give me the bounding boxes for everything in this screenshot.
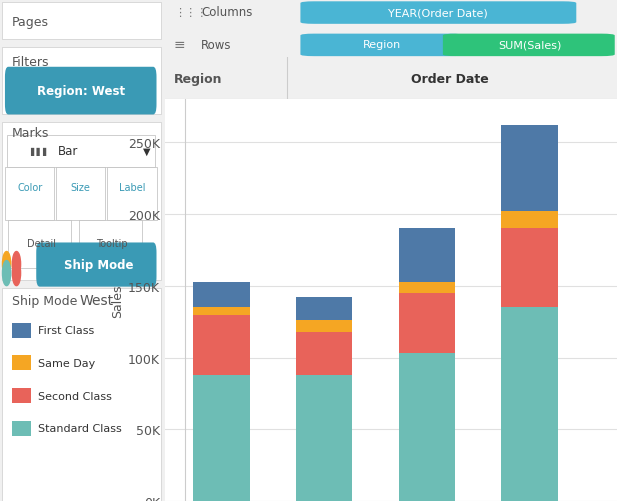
Bar — [502, 308, 558, 501]
FancyBboxPatch shape — [56, 168, 106, 220]
Bar — [399, 229, 455, 282]
Text: Columns: Columns — [201, 6, 252, 19]
Text: Order Date: Order Date — [411, 73, 489, 85]
Y-axis label: Sales: Sales — [110, 284, 124, 317]
Text: ≡: ≡ — [174, 38, 186, 52]
Bar — [399, 294, 455, 354]
FancyBboxPatch shape — [7, 135, 155, 168]
Bar — [502, 126, 558, 212]
Text: Standard Class: Standard Class — [38, 423, 122, 433]
Text: SUM(Sales): SUM(Sales) — [499, 40, 562, 50]
Bar — [193, 308, 249, 315]
Bar — [296, 332, 352, 375]
Bar — [296, 298, 352, 321]
Text: Rows: Rows — [201, 39, 231, 52]
Text: First Class: First Class — [38, 326, 94, 336]
Bar — [296, 321, 352, 332]
Text: Color: Color — [17, 183, 43, 193]
Circle shape — [2, 261, 10, 286]
Text: Ship Mode: Ship Mode — [12, 294, 77, 307]
FancyBboxPatch shape — [443, 35, 615, 57]
FancyBboxPatch shape — [300, 3, 576, 25]
Circle shape — [12, 252, 20, 277]
FancyBboxPatch shape — [300, 35, 463, 57]
Text: Region: Region — [363, 40, 401, 50]
Circle shape — [2, 252, 10, 277]
FancyBboxPatch shape — [2, 48, 162, 115]
FancyBboxPatch shape — [2, 288, 162, 501]
Bar — [193, 315, 249, 375]
Bar — [12, 356, 31, 371]
FancyBboxPatch shape — [36, 243, 157, 287]
FancyBboxPatch shape — [79, 220, 142, 268]
Text: Pages: Pages — [12, 16, 49, 29]
Text: Region: Region — [174, 73, 222, 85]
Text: Size: Size — [71, 183, 91, 193]
Text: YEAR(Order Date): YEAR(Order Date) — [389, 8, 488, 18]
FancyBboxPatch shape — [5, 68, 157, 115]
Bar — [296, 375, 352, 501]
Text: Marks: Marks — [12, 126, 49, 139]
Bar — [12, 421, 31, 436]
Text: ▌▌▌: ▌▌▌ — [30, 147, 49, 156]
Text: Tooltip: Tooltip — [96, 239, 128, 249]
Text: West: West — [80, 294, 114, 308]
Bar — [502, 229, 558, 308]
Text: Same Day: Same Day — [38, 358, 95, 368]
Bar — [502, 212, 558, 229]
FancyBboxPatch shape — [2, 123, 162, 281]
Text: Bar: Bar — [57, 145, 78, 158]
Bar — [399, 282, 455, 294]
Text: Region: West: Region: West — [36, 85, 125, 98]
Text: Second Class: Second Class — [38, 391, 112, 401]
Text: ▼: ▼ — [143, 146, 151, 156]
Text: Ship Mode: Ship Mode — [64, 259, 134, 272]
Circle shape — [12, 261, 20, 286]
Text: Filters: Filters — [12, 56, 49, 69]
FancyBboxPatch shape — [107, 168, 157, 220]
FancyBboxPatch shape — [2, 3, 162, 40]
Text: Detail: Detail — [27, 239, 56, 249]
Text: ⋮⋮⋮: ⋮⋮⋮ — [174, 8, 207, 18]
Bar — [193, 375, 249, 501]
Bar — [399, 354, 455, 501]
Bar — [12, 323, 31, 338]
Bar — [193, 282, 249, 308]
FancyBboxPatch shape — [8, 220, 71, 268]
FancyBboxPatch shape — [5, 168, 54, 220]
Bar — [12, 388, 31, 403]
Text: Label: Label — [118, 183, 145, 193]
